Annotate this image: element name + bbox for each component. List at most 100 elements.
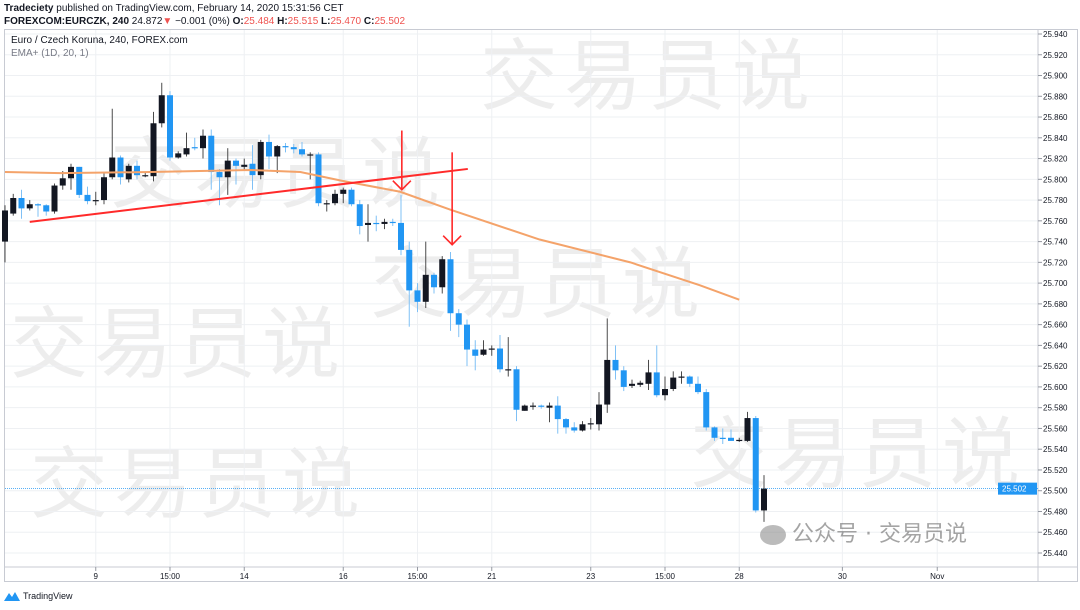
price-tick-label: 25.900 (1043, 72, 1068, 81)
candle (563, 418, 569, 434)
wechat-watermark: 公众号 · 交易员说 (760, 522, 967, 548)
candle-body (109, 157, 116, 178)
candle-body (398, 222, 404, 250)
time-tick-label: 28 (735, 572, 744, 581)
candle-body (142, 175, 149, 177)
price-tick-label: 25.820 (1043, 155, 1068, 164)
candle (744, 411, 751, 442)
candle-body (719, 437, 726, 439)
candle (68, 163, 74, 190)
candle (703, 388, 710, 431)
candle-body (158, 95, 165, 124)
time-tick-label: 9 (94, 572, 99, 581)
candle-body (530, 405, 536, 407)
indicator-label: EMA+ (1D, 20, 1) (11, 48, 89, 59)
triangle-down-icon: ▼ (162, 16, 173, 27)
candle-body (620, 370, 627, 387)
candle (521, 404, 528, 411)
candle (587, 418, 594, 430)
candle (579, 421, 586, 432)
time-tick-label: 15:00 (655, 572, 676, 581)
candle-body (200, 135, 206, 149)
candle-body (678, 376, 685, 378)
candle-body (612, 359, 619, 371)
candle-body (224, 160, 231, 178)
candle-body (175, 153, 182, 158)
high-value: 25.515 (287, 16, 319, 27)
candle (191, 137, 198, 151)
watermark: 交易员说 (480, 32, 817, 122)
candle (629, 379, 635, 388)
price-tick-label: 25.440 (1043, 549, 1068, 558)
price-tick-label: 25.720 (1043, 258, 1068, 267)
time-tick-label: 21 (487, 572, 496, 581)
c-label: C: (363, 16, 375, 27)
candle (299, 141, 305, 157)
candle-body (76, 166, 83, 195)
price-tick-label: 25.760 (1043, 217, 1068, 226)
candle-body (35, 204, 41, 206)
published-text: published on TradingView.com, February 1… (56, 3, 344, 14)
candle-body (51, 185, 58, 212)
candle-body (736, 439, 743, 442)
chart-frame[interactable] (4, 29, 1078, 582)
candle (84, 186, 91, 205)
price-tick-label: 25.600 (1043, 383, 1068, 392)
ohlc-header: FOREXCOM:EURCZK, 240 24.872▼ −0.001 (0%)… (4, 16, 405, 27)
candle (175, 151, 182, 159)
candle (439, 256, 446, 294)
candle-body (579, 424, 586, 431)
price-tick-label: 25.800 (1043, 175, 1068, 184)
candle-body (546, 405, 553, 408)
candle (257, 139, 264, 180)
candle (18, 189, 25, 219)
candle (406, 241, 413, 327)
candle-body (373, 222, 380, 225)
candle (274, 145, 281, 174)
candle (373, 215, 380, 232)
candle (480, 340, 487, 356)
candle (323, 200, 330, 212)
price-tick-label: 25.560 (1043, 424, 1068, 433)
candle-body (2, 210, 8, 242)
candle-body (167, 95, 173, 158)
candle (497, 335, 503, 373)
price-tick-label: 25.700 (1043, 279, 1068, 288)
candle-body (711, 427, 718, 438)
h-label: H: (277, 16, 288, 27)
candle (340, 187, 347, 204)
candle-body (10, 198, 17, 214)
candle-body (455, 313, 462, 325)
candle-body (703, 392, 710, 428)
candle (414, 283, 421, 313)
candle (637, 380, 644, 387)
candle (315, 152, 322, 207)
candle-body (150, 123, 157, 177)
candle (488, 345, 495, 356)
candle-body (752, 418, 759, 511)
candle-body (629, 383, 635, 386)
open-value: 25.484 (243, 16, 275, 27)
candle (645, 359, 652, 391)
tradingview-logo-icon (4, 592, 20, 601)
arrow-head (392, 180, 412, 191)
candle (455, 309, 462, 338)
candle-body (274, 146, 281, 157)
current-price-badge (998, 482, 1037, 495)
candle (10, 193, 17, 216)
candle (43, 204, 50, 216)
tradingview-footer[interactable]: TradingView (4, 591, 73, 601)
candle-body (332, 193, 338, 204)
chart-legend: Euro / Czech Koruna, 240, FOREX.com EMA+… (11, 34, 188, 60)
candle (596, 392, 602, 431)
candle (290, 144, 297, 154)
candle (505, 337, 512, 377)
candle (51, 183, 58, 214)
candle-body (670, 377, 677, 389)
candle-body (464, 324, 470, 350)
candle (150, 111, 157, 182)
price-tick-label: 25.520 (1043, 466, 1068, 475)
candle (101, 173, 107, 205)
time-tick-label: 14 (240, 572, 249, 581)
